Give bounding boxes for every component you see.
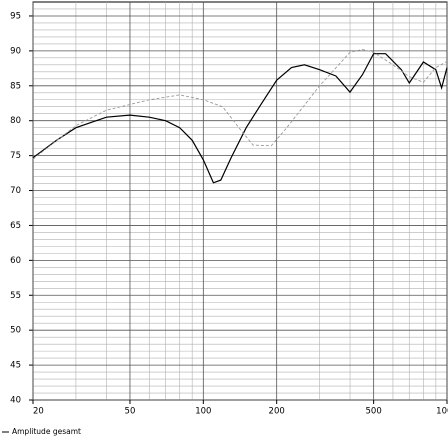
y-tick-label: 75 bbox=[10, 151, 21, 161]
y-tick-label: 80 bbox=[10, 116, 21, 126]
legend-label: Amplitude gesamt bbox=[12, 427, 81, 436]
plot-area bbox=[32, 1, 448, 401]
x-tick-label: 50 bbox=[125, 407, 136, 417]
y-tick-label: 60 bbox=[10, 256, 21, 266]
y-tick-label: 45 bbox=[10, 361, 21, 371]
y-tick-label: 70 bbox=[10, 186, 21, 196]
y-tick-label: 90 bbox=[10, 46, 21, 56]
x-tick-label: 500 bbox=[366, 407, 382, 417]
x-tick-label: 200 bbox=[269, 407, 285, 417]
series-line bbox=[32, 49, 448, 160]
x-tick-label: 1000 bbox=[436, 407, 448, 417]
y-tick-label: 40 bbox=[10, 396, 21, 406]
x-tick-label: 20 bbox=[33, 407, 44, 417]
y-tick-label: 85 bbox=[10, 81, 21, 91]
series-line bbox=[32, 53, 448, 184]
y-tick-label: 65 bbox=[10, 221, 21, 231]
y-tick-label: 50 bbox=[10, 326, 21, 336]
x-tick-label: 100 bbox=[195, 407, 211, 417]
y-tick-label: 95 bbox=[10, 11, 21, 21]
y-tick-label: 55 bbox=[10, 291, 21, 301]
